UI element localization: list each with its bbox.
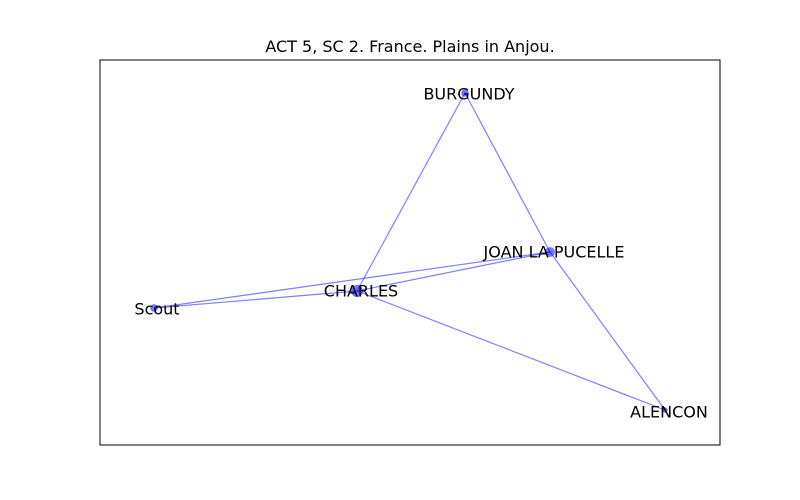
node-alencon [662, 407, 668, 413]
edge-scout-charles [153, 290, 358, 309]
edge-burgundy-charles [356, 92, 466, 292]
edge-scout-joan [153, 251, 551, 309]
node-label-burgundy: BURGUNDY [423, 85, 514, 104]
edge-joan-alencon [549, 251, 666, 411]
labels-layer: BURGUNDY JOAN LA PUCELLE CHARLES Scout ALENC… [134, 85, 707, 422]
node-joan [545, 247, 555, 257]
diagram-title: ACT 5, SC 2. France. Plains in Anjou. [265, 37, 554, 56]
edge-charles-alencon [356, 290, 666, 411]
node-charles [351, 285, 363, 297]
node-burgundy [461, 89, 469, 97]
plot-frame [99, 59, 721, 446]
node-label-joan: JOAN LA PUCELLE [483, 243, 625, 262]
node-label-alencon: ALENCON [630, 403, 708, 422]
edge-charles-joan [356, 251, 551, 292]
node-scout [150, 304, 158, 312]
node-label-charles: CHARLES [324, 282, 398, 301]
edge-burgundy-joan [464, 92, 551, 253]
edges-layer [153, 92, 666, 411]
node-label-scout: Scout [134, 300, 179, 319]
nodes-layer [150, 89, 668, 413]
